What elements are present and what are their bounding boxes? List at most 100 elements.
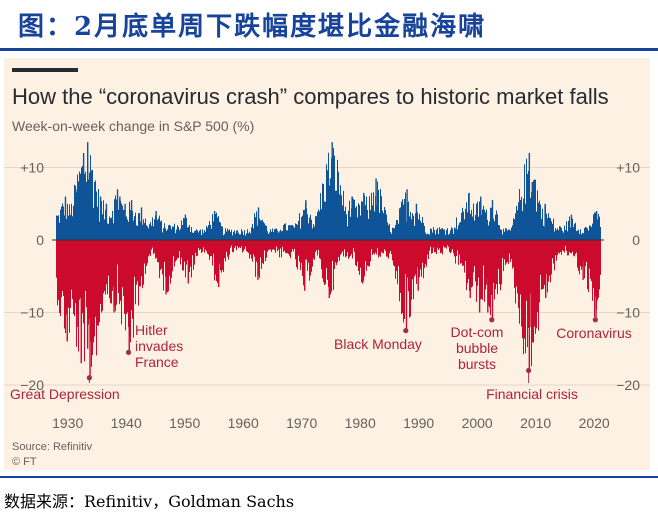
bar-fall-peak-20: [478, 240, 481, 313]
bar-fall-week: [163, 240, 164, 291]
bar-fall-week: [224, 240, 225, 259]
bar-gain-week: [359, 205, 360, 240]
bar-fall-week: [412, 240, 413, 280]
bar-fall-week: [538, 240, 539, 331]
bar-fall-week: [524, 240, 525, 339]
bar-gain-week: [85, 171, 86, 240]
bar-gain-week: [171, 229, 172, 240]
bar-gain-week: [393, 228, 394, 240]
bar-gain-week: [520, 199, 521, 240]
bar-fall-week: [59, 240, 60, 314]
bar-fall-week: [579, 240, 580, 275]
bar-gain-week: [67, 203, 68, 240]
bar-gain-week: [175, 233, 176, 240]
bar-fall-week: [486, 240, 487, 285]
bar-gain-week: [58, 215, 59, 240]
bar-fall-week: [506, 240, 507, 264]
bar-gain-week: [178, 227, 179, 240]
bar-fall-week: [426, 240, 427, 267]
bar-fall-week: [438, 240, 439, 251]
bar-fall-week: [374, 240, 375, 255]
bar-gain-week: [187, 227, 188, 240]
bar-gain-week: [230, 232, 231, 240]
bar-fall-week: [403, 240, 404, 323]
bar-fall-peak-22: [491, 240, 494, 320]
bar-gain-week: [413, 215, 414, 240]
bar-gain-week: [324, 201, 325, 240]
bar-gain-week: [57, 215, 58, 240]
bar-gain-week: [582, 233, 583, 240]
bar-fall-week: [126, 240, 127, 315]
bar-fall-week: [572, 240, 573, 252]
bar-fall-peak-18: [417, 240, 419, 291]
bar-fall-week: [97, 240, 98, 326]
bar-gain-week: [128, 221, 129, 240]
bar-gain-week: [328, 152, 329, 240]
bar-gain-week: [299, 213, 300, 240]
bar-fall-week: [493, 240, 494, 283]
bar-fall-week: [573, 240, 574, 256]
bar-gain-week: [103, 200, 104, 240]
bar-gain-week: [88, 179, 89, 240]
annotation-5: Coronavirus: [556, 317, 632, 341]
bar-gain-week: [380, 188, 381, 240]
bar-gain-week: [118, 209, 119, 240]
bar-gain-week: [184, 218, 185, 240]
bar-gain-week: [251, 227, 252, 240]
bar-gain-week: [374, 211, 375, 240]
bar-fall-week: [345, 240, 346, 258]
bar-gain-week: [381, 196, 382, 240]
bar-gain-week: [548, 213, 549, 240]
bar-fall-week: [509, 240, 510, 254]
bar-fall-week: [325, 240, 326, 285]
bar-fall-week: [231, 240, 232, 246]
bar-gain-peak-0: [64, 196, 67, 240]
y-tick-left-0: +10: [20, 160, 44, 176]
bar-fall-week: [494, 240, 495, 300]
bar-fall-week: [102, 240, 103, 311]
bar-fall-week: [333, 240, 334, 290]
bar-fall-week: [455, 240, 456, 264]
bar-gain-week: [509, 229, 510, 240]
bar-fall-week: [527, 240, 528, 348]
bar-fall-week: [346, 240, 347, 257]
bar-fall-peak-27: [582, 240, 584, 280]
bar-fall-week: [474, 240, 475, 267]
bar-fall-week: [242, 240, 243, 253]
bar-fall-week: [347, 240, 348, 252]
bar-fall-week: [564, 240, 565, 253]
bar-fall-week: [322, 240, 323, 279]
bar-fall-week: [238, 240, 239, 248]
bar-fall-week: [445, 240, 446, 248]
bar-gain-peak-26: [480, 196, 482, 240]
bar-gain-week: [366, 196, 367, 240]
bar-gain-peak-25: [468, 192, 470, 240]
bar-gain-week: [143, 219, 144, 240]
bar-gain-week: [84, 174, 85, 240]
bar-fall-week: [327, 240, 328, 280]
bar-fall-week: [381, 240, 382, 253]
bar-gain-week: [494, 221, 495, 240]
bar-gain-week: [210, 224, 211, 240]
bar-fall-week: [139, 240, 140, 287]
bar-gain-week: [292, 225, 293, 240]
bar-fall-week: [415, 240, 416, 275]
bar-gain-week: [121, 203, 122, 240]
bar-gain-week: [502, 234, 503, 240]
bar-gain-week: [220, 222, 221, 240]
bar-fall-week: [298, 240, 299, 256]
bar-gain-week: [74, 184, 75, 240]
bar-gain-week: [61, 206, 62, 240]
bar-gain-week: [531, 192, 532, 240]
bar-gain-week: [425, 232, 426, 240]
bar-gain-week: [504, 231, 505, 240]
x-tick-2010: 2010: [520, 415, 551, 431]
bar-fall-week: [182, 240, 183, 271]
bar-fall-week: [132, 240, 133, 319]
bar-fall-week: [348, 240, 349, 259]
bar-fall-week: [546, 240, 547, 274]
bar-gain-week: [539, 200, 540, 240]
bar-fall-week: [177, 240, 178, 259]
bar-gain-week: [231, 229, 232, 240]
bar-fall-week: [121, 240, 122, 325]
